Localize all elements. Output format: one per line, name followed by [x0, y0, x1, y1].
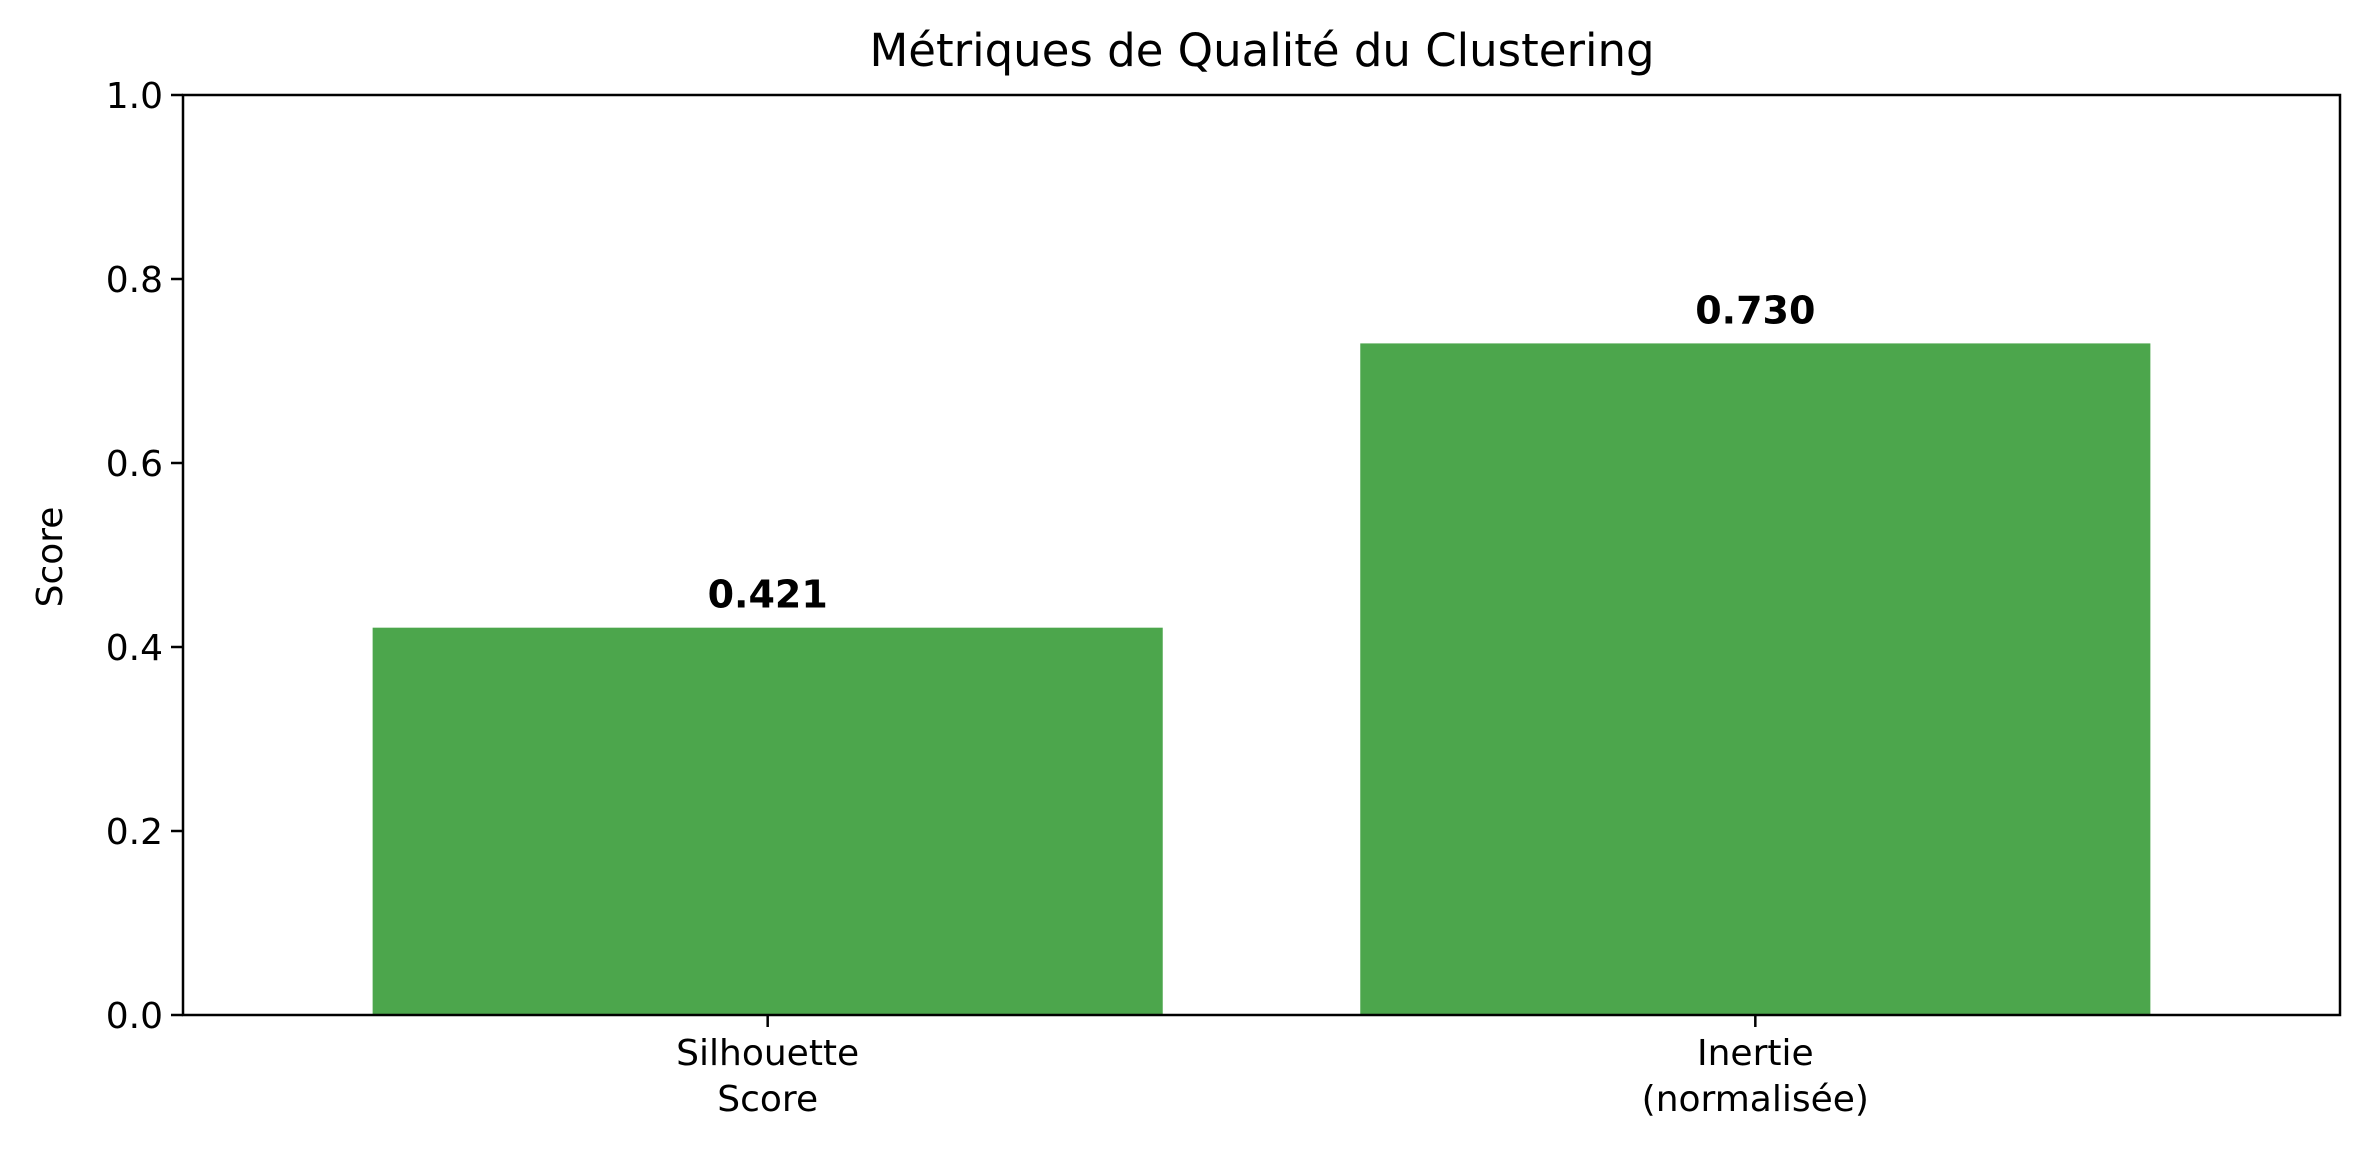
bar-value-label: 0.421 — [708, 573, 828, 617]
x-tick-label: Score — [717, 1079, 818, 1120]
y-tick-label: 0.2 — [106, 812, 163, 853]
y-tick-label: 1.0 — [106, 76, 163, 117]
y-tick-label: 0.6 — [106, 444, 163, 485]
y-tick-label: 0.8 — [106, 260, 163, 301]
x-tick-label: (normalisée) — [1642, 1079, 1869, 1120]
y-tick-label: 0.4 — [106, 628, 163, 669]
plot-frame — [181, 93, 2342, 1017]
bar — [372, 627, 1163, 1015]
bar-value-label: 0.730 — [1695, 288, 1815, 332]
x-axis-ticks: Silhouette Score Inertie (normalisée) — [676, 1015, 1869, 1120]
y-axis-label: Score — [30, 507, 71, 608]
bar — [1360, 343, 2151, 1015]
x-tick-label: Inertie — [1697, 1033, 1814, 1074]
x-tick-label: Silhouette — [676, 1033, 859, 1074]
chart-title: Métriques de Qualité du Clustering — [869, 24, 1654, 77]
bars-group: 0.421 0.730 — [372, 288, 2151, 1015]
y-tick-label: 0.0 — [106, 996, 163, 1037]
y-axis-ticks: 0.0 0.2 0.4 0.6 0.8 1.0 — [106, 76, 183, 1037]
